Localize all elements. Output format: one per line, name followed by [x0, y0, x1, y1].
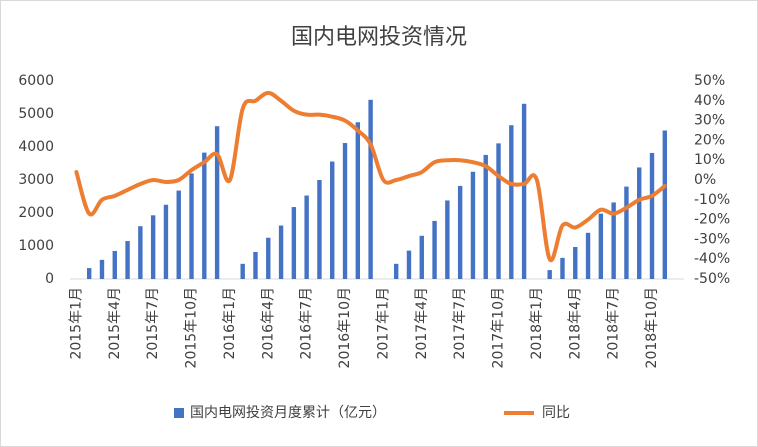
bar — [86, 268, 92, 279]
bar — [611, 202, 616, 279]
bar — [112, 250, 117, 279]
x-tick-label: 2017年10月 — [491, 287, 507, 368]
bar — [547, 270, 552, 279]
y-tick-label: 6000 — [18, 73, 54, 89]
bar — [278, 225, 284, 279]
y2-tick-label: 50% — [694, 73, 725, 89]
bar — [150, 215, 156, 279]
y2-tick-label: 10% — [694, 152, 725, 168]
y2-tick-label: 0% — [694, 172, 716, 188]
x-tick-label: 2016年10月 — [337, 287, 353, 368]
y-tick-label: 4000 — [18, 139, 54, 155]
bar — [240, 263, 245, 279]
y-tick-label: 3000 — [18, 172, 54, 188]
bar — [393, 263, 399, 279]
x-tick-label: 2017年1月 — [375, 287, 391, 360]
y-tick-label: 5000 — [18, 106, 54, 122]
bar — [99, 259, 105, 279]
legend-swatch — [174, 408, 184, 418]
bar — [585, 232, 591, 279]
x-tick-label: 2018年10月 — [644, 287, 660, 368]
legend-label: 同比 — [542, 405, 570, 421]
bar — [624, 186, 629, 279]
line — [74, 90, 667, 263]
y2-tick-label: -10% — [694, 192, 730, 208]
bar — [637, 167, 642, 279]
y2-tick-label: -20% — [694, 212, 730, 228]
bar — [470, 171, 476, 279]
y2-tick-label: -50% — [694, 271, 730, 287]
bar — [573, 246, 578, 279]
bar — [406, 250, 412, 279]
x-tick-label: 2015年4月 — [107, 287, 123, 360]
bar — [509, 125, 514, 279]
bar — [266, 237, 271, 279]
y2-tick-label: 20% — [694, 132, 725, 148]
bar — [355, 122, 361, 279]
x-tick-label: 2015年10月 — [184, 287, 200, 368]
legend-label: 国内电网投资月度累计（亿元） — [190, 405, 386, 421]
y2-tick-label: -30% — [694, 231, 730, 247]
bar — [662, 130, 668, 279]
y2-tick-label: 40% — [694, 93, 725, 109]
bar — [253, 251, 258, 279]
bar — [483, 154, 488, 279]
bar — [138, 226, 143, 279]
x-tick-label: 2018年7月 — [606, 287, 622, 360]
bar — [317, 180, 322, 279]
bar — [342, 143, 348, 279]
y2-tick-label: 30% — [694, 113, 725, 129]
bar — [202, 152, 207, 279]
bar — [330, 161, 335, 279]
bar — [496, 143, 501, 279]
x-tick-label: 2016年1月 — [222, 287, 238, 360]
bar — [560, 257, 565, 279]
x-tick-label: 2016年4月 — [260, 287, 276, 360]
x-tick-label: 2015年7月 — [145, 287, 161, 360]
bar — [419, 235, 424, 279]
bar — [125, 241, 130, 279]
y-tick-label: 2000 — [18, 205, 54, 221]
bar — [214, 126, 220, 280]
bar — [521, 103, 527, 280]
bar — [291, 207, 297, 279]
bar — [189, 173, 194, 279]
bar — [304, 195, 309, 279]
bar — [649, 152, 655, 279]
x-tick-label: 2017年7月 — [452, 287, 468, 360]
y2-tick-label: -40% — [694, 251, 730, 267]
y-tick-label: 1000 — [18, 238, 54, 254]
x-tick-label: 2018年4月 — [567, 287, 583, 360]
bar — [457, 185, 463, 279]
bar — [432, 220, 437, 279]
y-tick-label: 0 — [45, 271, 54, 287]
x-tick-label: 2015年1月 — [68, 287, 84, 360]
bar — [368, 99, 373, 279]
bar — [445, 200, 450, 279]
bar — [176, 190, 181, 279]
x-tick-label: 2018年1月 — [529, 287, 545, 360]
bar — [163, 204, 169, 279]
x-tick-label: 2016年7月 — [299, 287, 315, 360]
bar — [598, 213, 604, 279]
x-tick-label: 2017年4月 — [414, 287, 430, 360]
chart-title: 国内电网投资情况 — [291, 25, 467, 50]
